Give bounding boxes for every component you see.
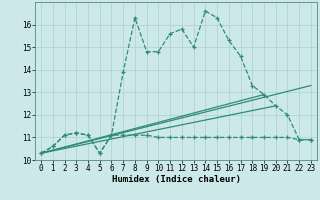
X-axis label: Humidex (Indice chaleur): Humidex (Indice chaleur) [111, 175, 241, 184]
